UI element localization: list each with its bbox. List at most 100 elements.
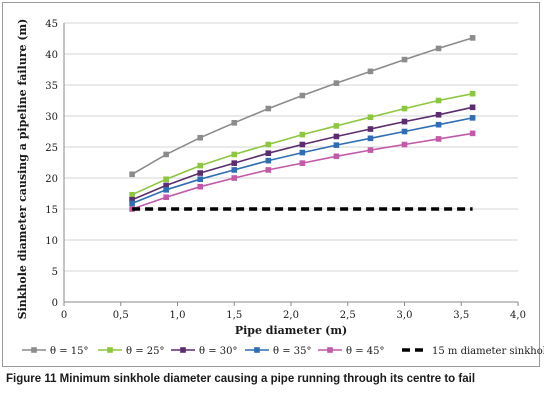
data-point	[231, 160, 238, 166]
y-tick-label: 35	[45, 81, 58, 92]
data-point	[197, 170, 203, 176]
series-3	[129, 104, 476, 203]
figure-caption: Figure 11 Minimum sinkhole diameter caus…	[6, 373, 476, 385]
data-point	[265, 141, 272, 148]
data-point	[367, 135, 374, 142]
data-point	[435, 97, 442, 104]
data-point	[435, 45, 442, 52]
axes	[63, 23, 519, 306]
data-point	[163, 194, 169, 201]
legend-item: 15 m diameter sinkhole	[402, 346, 544, 357]
data-point	[367, 114, 374, 121]
legend-marker	[327, 347, 333, 353]
y-tick-label: 5	[52, 267, 58, 278]
legend-label: θ = 35°	[273, 346, 311, 357]
x-axis-title: Pipe diameter (m)	[235, 324, 347, 337]
data-point	[333, 153, 340, 160]
figure-frame	[2, 2, 540, 367]
data-point	[401, 56, 408, 63]
data-point	[435, 136, 442, 142]
y-tick-label: 25	[45, 143, 58, 154]
legend-marker	[254, 347, 260, 353]
y-tick-labels: 0 5 10 15 20 25 30 35 40 45	[45, 19, 58, 309]
x-tick-label: 3,5	[453, 310, 469, 321]
y-axis-title: Sinkhole diameter causing a pipeline fai…	[16, 19, 29, 320]
data-point	[469, 130, 476, 137]
data-point	[299, 149, 306, 156]
legend-item: θ = 25°	[98, 346, 164, 357]
series-2	[129, 90, 476, 198]
data-point	[333, 142, 340, 148]
legend-label: θ = 25°	[126, 346, 164, 357]
data-point	[129, 191, 135, 198]
data-point	[231, 151, 238, 158]
y-tick-label: 20	[45, 174, 58, 185]
data-point	[231, 175, 238, 181]
data-point	[197, 134, 203, 141]
legend: θ = 15° θ = 25° θ = 30° θ = 35° θ = 45° 15 m …	[22, 346, 544, 357]
data-point	[197, 176, 203, 183]
legend-marker	[180, 347, 186, 353]
data-point	[299, 92, 306, 99]
x-tick-label: 2,0	[283, 310, 299, 321]
x-tick-label: 1,5	[226, 310, 242, 321]
y-tick-label: 10	[45, 236, 58, 247]
data-point	[163, 186, 169, 193]
data-point	[163, 182, 169, 189]
data-point	[197, 183, 203, 190]
data-point	[401, 128, 408, 135]
data-point	[401, 105, 408, 112]
legend-label: θ = 30°	[199, 346, 237, 357]
data-point	[367, 147, 374, 153]
legend-label: 15 m diameter sinkhole	[432, 346, 544, 357]
series-5	[129, 130, 476, 212]
data-point	[163, 176, 169, 183]
legend-marker	[31, 347, 37, 353]
x-tick-label: 2,5	[340, 310, 356, 321]
x-tick-label: 0	[61, 310, 67, 321]
legend-item: θ = 30°	[171, 346, 237, 357]
y-tick-label: 30	[45, 112, 58, 123]
data-point	[469, 35, 476, 41]
y-tick-label: 15	[45, 205, 58, 216]
data-point	[367, 68, 374, 75]
data-point	[299, 160, 306, 166]
legend-marker	[107, 347, 113, 353]
data-point	[469, 90, 476, 97]
data-point	[265, 105, 272, 112]
data-point	[129, 171, 135, 178]
y-tick-label: 40	[45, 50, 58, 61]
data-point	[333, 80, 340, 86]
x-tick-labels: 0 0,5 1,0 1,5 2,0 2,5 3,0 3,5 4,0	[61, 310, 526, 321]
data-point	[231, 120, 238, 126]
line-chart: 0 5 10 15 20 25 30 35 40 45 0 0,5 1,0 1,5 2,0 2,5 3,0 3,…	[16, 19, 544, 357]
data-point	[401, 118, 408, 125]
legend-label: θ = 45°	[346, 346, 384, 357]
data-point	[265, 167, 272, 173]
data-point	[469, 104, 476, 111]
data-point	[367, 126, 374, 132]
legend-item: θ = 35°	[245, 346, 311, 357]
data-point	[299, 131, 306, 138]
legend-label: θ = 15°	[50, 346, 88, 357]
x-tick-label: 1,0	[170, 310, 186, 321]
data-point	[265, 157, 272, 164]
data-point	[435, 111, 442, 118]
data-point	[333, 133, 340, 140]
x-tick-label: 3,0	[397, 310, 413, 321]
y-tick-label: 0	[52, 298, 58, 309]
data-point	[435, 121, 442, 128]
data-point	[163, 151, 169, 158]
data-point	[265, 150, 272, 156]
data-series	[129, 35, 476, 212]
series-1	[129, 35, 476, 178]
data-point	[197, 162, 203, 169]
data-point	[299, 141, 306, 148]
series-4	[129, 115, 476, 207]
x-tick-label: 4,0	[510, 310, 526, 321]
data-point	[129, 196, 135, 203]
x-tick-label: 0,5	[113, 310, 129, 321]
y-tick-label: 45	[45, 19, 58, 30]
legend-item: θ = 45°	[318, 346, 384, 357]
data-point	[469, 115, 476, 121]
